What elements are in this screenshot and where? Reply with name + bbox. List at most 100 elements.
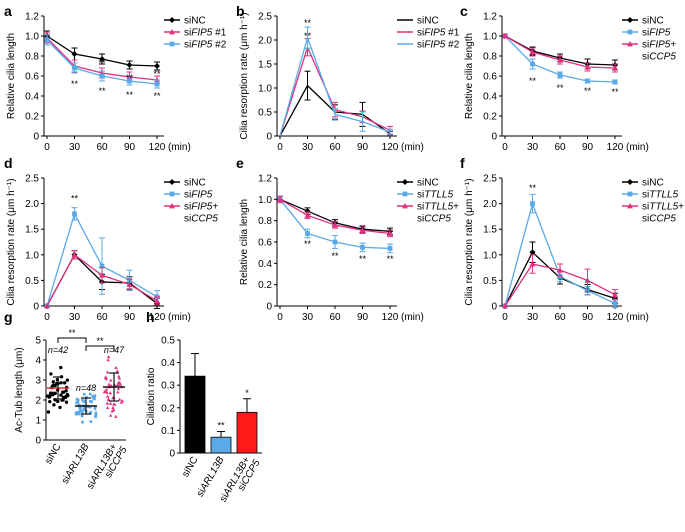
scatter-point <box>53 383 57 388</box>
significance-marker: ** <box>68 328 76 338</box>
legend-label-0: siNC <box>184 178 206 189</box>
scatter-point <box>49 372 53 376</box>
scatter-point <box>59 365 63 370</box>
y-tick-label: 1.5 <box>258 60 272 71</box>
y-tick-label: 3 <box>35 376 41 387</box>
legend-label-gene: NC <box>424 16 438 27</box>
legend-label-2: siFIP5 #2 <box>184 40 227 51</box>
x-tick-label: 90 <box>582 142 594 153</box>
y-tick-label: 0 <box>33 302 39 313</box>
x-tick-label: 90 <box>582 312 594 323</box>
legend-swatch-marker <box>627 179 633 185</box>
legend-label-0: siNC <box>417 178 439 189</box>
legend-swatch-marker <box>627 41 633 47</box>
y-tick-label: 2 <box>35 396 41 407</box>
y-tick-label: 1.0 <box>483 32 497 43</box>
legend-label-gene: FIP5 <box>191 190 213 201</box>
legend-swatch-marker <box>402 203 408 209</box>
scatter-point <box>118 397 122 401</box>
scatter-point <box>94 415 97 419</box>
legend-label-gene: FIP5 <box>191 28 213 39</box>
x-tick-label: 0 <box>44 312 50 323</box>
y-tick-label: 0 <box>266 132 272 143</box>
label-part: ARL13B <box>63 442 92 481</box>
bar-0 <box>184 375 206 454</box>
legend-label-prefix: si <box>184 202 191 213</box>
data-point <box>332 239 338 245</box>
legend-label-prefix: si <box>417 190 424 201</box>
y-tick-label: 2.0 <box>258 36 272 47</box>
y-tick-label: 0.4 <box>258 259 272 270</box>
legend-label-gene: TTLL5 <box>424 190 453 201</box>
y-axis-label: Cilia resorption rate (μm h⁻¹) <box>239 12 250 139</box>
scatter-point <box>65 378 70 382</box>
label-part: si <box>195 487 208 499</box>
data-point <box>154 81 160 87</box>
scatter-point <box>108 413 113 417</box>
data-point <box>529 249 536 256</box>
x-unit-label: (min) <box>401 142 424 153</box>
scatter-point <box>105 370 110 374</box>
scatter-point <box>107 382 111 386</box>
panel-letter-g: g <box>4 309 13 325</box>
y-tick-label: 2.5 <box>483 174 497 185</box>
legend-label-prefix: si <box>184 190 191 201</box>
x-tick-label: 60 <box>96 312 108 323</box>
scatter-point <box>116 390 120 394</box>
legend-label-2: siTTLL5+ <box>642 202 684 213</box>
panel-c: 0 0.2 0.4 0.6 0.8 1.0 1.2 0 30 60 90 120 (min) Relati… <box>464 12 676 154</box>
legend-label-2: siFIP5+ <box>642 40 676 51</box>
scatter-point <box>105 401 110 405</box>
y-tick-label: 0.2 <box>258 280 272 291</box>
significance-marker: ** <box>126 73 134 83</box>
y-tick-label: 4 <box>35 356 41 367</box>
data-point <box>360 244 365 250</box>
scatter-point <box>117 374 121 378</box>
scatter-point <box>64 394 68 399</box>
scatter-point <box>102 390 107 394</box>
scatter-point <box>114 365 118 369</box>
significance-marker: ** <box>126 90 134 100</box>
legend-swatch-marker <box>627 29 633 35</box>
scatter-point <box>92 396 95 400</box>
label-part: si <box>180 468 193 480</box>
y-tick-label: 1.2 <box>25 12 39 23</box>
legend-label-gene: CCP5 <box>649 214 676 225</box>
data-point <box>502 33 508 39</box>
scatter-point <box>109 383 113 387</box>
scatter-point <box>114 414 118 418</box>
x-tick-label: 90 <box>124 312 136 323</box>
scatter-point <box>62 381 67 385</box>
scatter-point <box>80 414 84 418</box>
y-tick-label: 1.5 <box>483 225 497 236</box>
scatter-point <box>48 391 53 395</box>
scatter-point <box>88 392 92 396</box>
data-point <box>126 62 133 68</box>
legend-swatch-marker <box>627 203 633 209</box>
legend-label-suffix: #1 <box>445 28 459 39</box>
significance-marker: ** <box>611 87 619 97</box>
scatter-point <box>59 381 63 385</box>
y-axis-label: Relative cilia length <box>239 199 250 285</box>
significance-marker: ** <box>153 91 161 101</box>
y-tick-label: 0.2 <box>25 112 39 123</box>
scatter-point <box>88 405 92 409</box>
legend-swatch-marker <box>402 191 408 197</box>
label-part: si <box>103 468 116 480</box>
y-tick-label: 0 <box>491 132 497 143</box>
y-tick-label: 0.5 <box>258 108 272 119</box>
x-tick-label: 60 <box>554 312 566 323</box>
data-point <box>332 221 338 228</box>
data-point <box>359 227 366 233</box>
data-point <box>305 231 310 236</box>
legend-label-gene: TTLL5 <box>649 190 678 201</box>
scatter-point <box>108 401 113 405</box>
data-point <box>126 281 133 287</box>
y-axis-label: Relative cilia length <box>6 33 17 119</box>
legend-swatch-marker <box>627 17 633 23</box>
y-tick-label: 0.4 <box>483 92 497 103</box>
x-tick-label: 120 <box>382 142 399 153</box>
significance-marker: ** <box>529 183 537 193</box>
y-tick-label: 1 <box>35 416 41 427</box>
scatter-point <box>59 393 63 397</box>
